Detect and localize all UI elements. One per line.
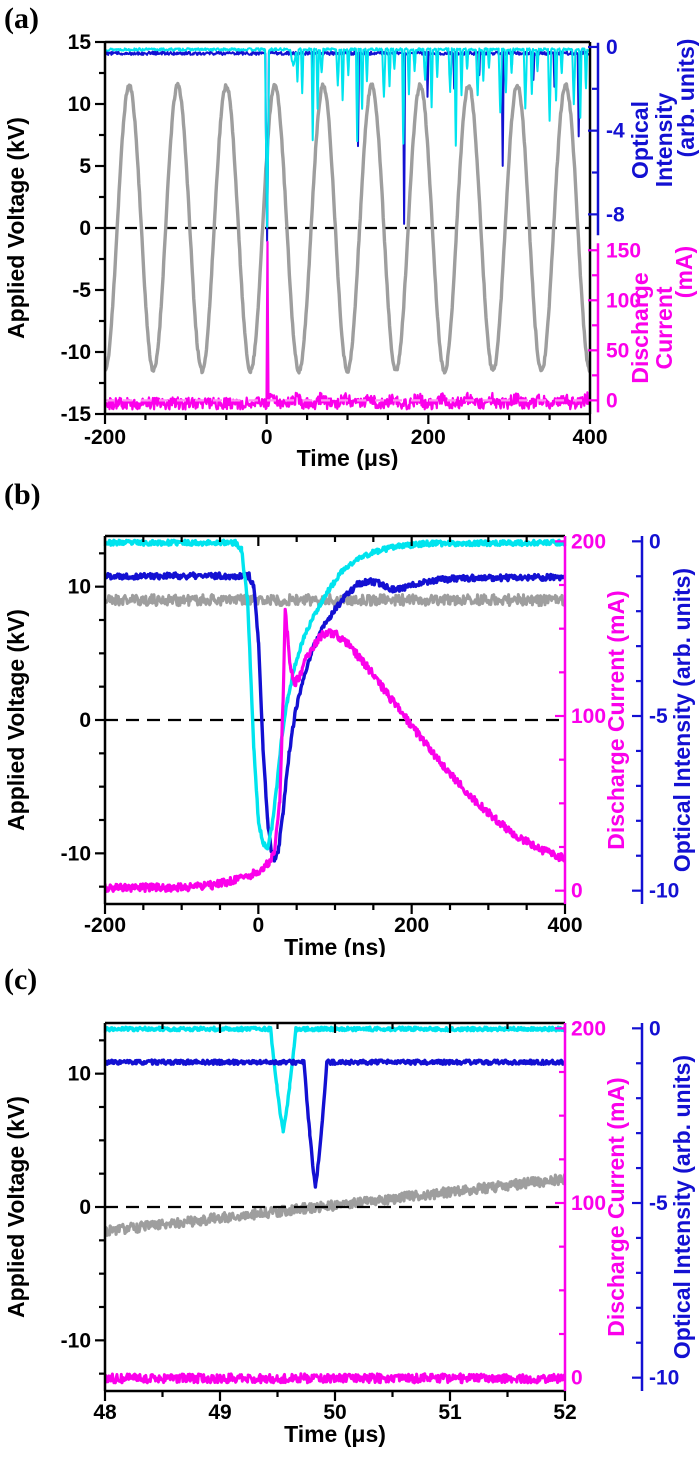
panel-a-label: (a) [4,2,39,35]
optical-axis-tick-label: -10 [649,880,679,903]
x-tick-label: 0 [261,426,273,449]
current-axis-title: Discharge [627,272,653,383]
current-axis-tick-label: 100 [571,705,606,728]
x-tick-label: 0 [252,914,264,937]
optical-axis-unit: (arb. units) [673,39,699,158]
c-discharge-current-curve [105,1372,565,1385]
optical-axis-tick-label: 0 [606,36,618,59]
x-tick-label: 49 [208,1401,231,1424]
panel-b-label: (b) [4,478,41,511]
current-axis-tick-label: 0 [571,880,583,903]
y-left-tick-label: 10 [68,576,91,599]
a-optical-intensity-blue-curve [105,50,590,243]
x-axis-title: Time (μs) [297,445,399,470]
optical-axis-tick-label: -5 [649,705,668,728]
current-axis-tick-label: 100 [606,289,641,312]
y-left-tick-label: 10 [68,93,91,116]
x-tick-label: 200 [394,914,429,937]
c-applied-voltage-curve [105,1172,565,1237]
optical-axis-tick-label: -5 [649,1192,668,1215]
x-tick-label: -200 [84,914,126,937]
y-left-tick-label: -10 [61,341,91,364]
current-axis-title: Current [651,286,677,369]
optical-axis-tick-label: -4 [606,120,625,143]
y-left-tick-label: 0 [79,1196,91,1219]
y-left-tick-label: 10 [68,1063,91,1086]
optical-axis-title: Optical Intensity (arb. units) [669,568,695,872]
x-tick-label: 400 [547,914,582,937]
b-optical-intensity-blue-curve [105,571,565,863]
x-tick-label: 50 [323,1401,346,1424]
current-axis-tick-label: 100 [571,1192,606,1215]
current-axis-tick-label: 50 [606,339,629,362]
c-optical-intensity-cyan-curve [105,1025,565,1134]
y-left-tick-label: -10 [61,1329,91,1352]
current-axis-tick-label: 150 [606,239,641,262]
plot-area [105,47,590,411]
optical-axis-tick-label: 0 [649,530,661,553]
current-axis-title: Discharge Current (mA) [603,1077,629,1336]
x-tick-label: 48 [93,1401,117,1424]
b-optical-intensity-cyan-curve [105,538,565,851]
y-left-tick-label: 15 [68,31,92,54]
c-optical-intensity-blue-curve [105,1058,565,1189]
optical-axis-title: Intensity [651,93,677,188]
a-optical-intensity-cyan-curve [105,47,590,228]
a-applied-voltage-curve [105,81,590,375]
x-tick-label: 400 [572,426,607,449]
a-discharge-current-curve [105,240,590,411]
x-axis-title: Time (ns) [284,934,386,957]
y-left-tick-label: -10 [61,842,91,865]
plot-area [105,1025,565,1385]
x-tick-label: 52 [553,1401,576,1424]
y-axis-left-title: Applied Voltage (kV) [3,1096,29,1318]
panel-b: 10 0 -10 -200 0 200 400 Time (ns) Applied Voltag… [0,470,700,957]
x-axis-title: Time (μs) [284,1421,386,1447]
current-axis-tick-label: 0 [571,1367,583,1390]
current-axis-tick-label: 200 [571,1017,606,1040]
optical-axis-title: Optical Intensity (arb. units) [669,1055,695,1359]
y-left-tick-label: -15 [61,403,92,426]
optical-axis-title: Optical [627,101,653,179]
plot-area [105,538,565,893]
optical-axis-tick-label: 0 [649,1017,661,1040]
x-tick-label: -200 [84,426,126,449]
optical-axis-tick-label: -10 [649,1367,679,1390]
y-left-tick-label: 0 [79,217,91,240]
y-left-tick-label: 0 [79,709,91,732]
current-axis-tick-label: 0 [606,389,618,412]
panel-c-label: (c) [4,963,38,996]
y-axis-left-title: Applied Voltage (kV) [3,609,29,831]
y-axis-left-title: Applied Voltage (kV) [3,117,29,339]
y-left-tick-label: 5 [79,155,91,178]
current-axis-unit: (mA) [671,246,697,298]
b-discharge-current-curve [105,607,565,893]
current-axis-tick-label: 200 [571,530,606,553]
panel-c: 10 0 -10 48 49 50 51 52 Time (μs) Applied Voltage… [0,957,700,1459]
panel-a: 15 10 5 0 -5 -10 -15 -200 0 200 400 Time (μs) Applie… [0,0,700,470]
x-tick-label: 51 [438,1401,462,1424]
x-tick-label: 200 [411,426,446,449]
y-left-tick-label: -5 [72,279,91,302]
optical-axis-tick-label: -8 [606,203,625,226]
current-axis-title: Discharge Current (mA) [603,590,629,849]
b-applied-voltage-curve [105,593,565,608]
